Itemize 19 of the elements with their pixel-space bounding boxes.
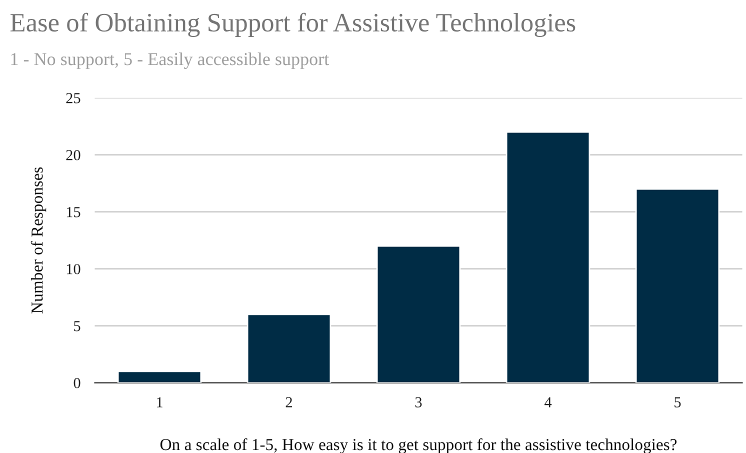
bar <box>246 314 332 383</box>
y-tick-label: 25 <box>66 93 80 104</box>
bar <box>506 131 590 383</box>
bar <box>117 370 202 383</box>
y-tick-label: 15 <box>66 207 80 218</box>
x-tick-label: 5 <box>674 397 681 408</box>
bar <box>635 188 720 383</box>
y-tick-label: 0 <box>74 378 80 388</box>
y-tick-label: 5 <box>74 321 80 332</box>
x-tick-label: 1 <box>157 397 162 408</box>
y-axis-title: Number of Responses <box>30 167 46 314</box>
y-tick-label: 10 <box>66 264 80 274</box>
y-tick-label: 20 <box>66 150 80 160</box>
chart-title: Ease of Obtaining Support for Assistive Technologies <box>10 12 576 38</box>
x-tick-label: 3 <box>415 397 422 408</box>
bar <box>376 245 461 383</box>
chart-subtitle: 1 - No support, 5 - Easily accessible support <box>11 52 330 69</box>
x-tick-label: 2 <box>286 397 292 408</box>
x-tick-label: 4 <box>544 397 552 408</box>
